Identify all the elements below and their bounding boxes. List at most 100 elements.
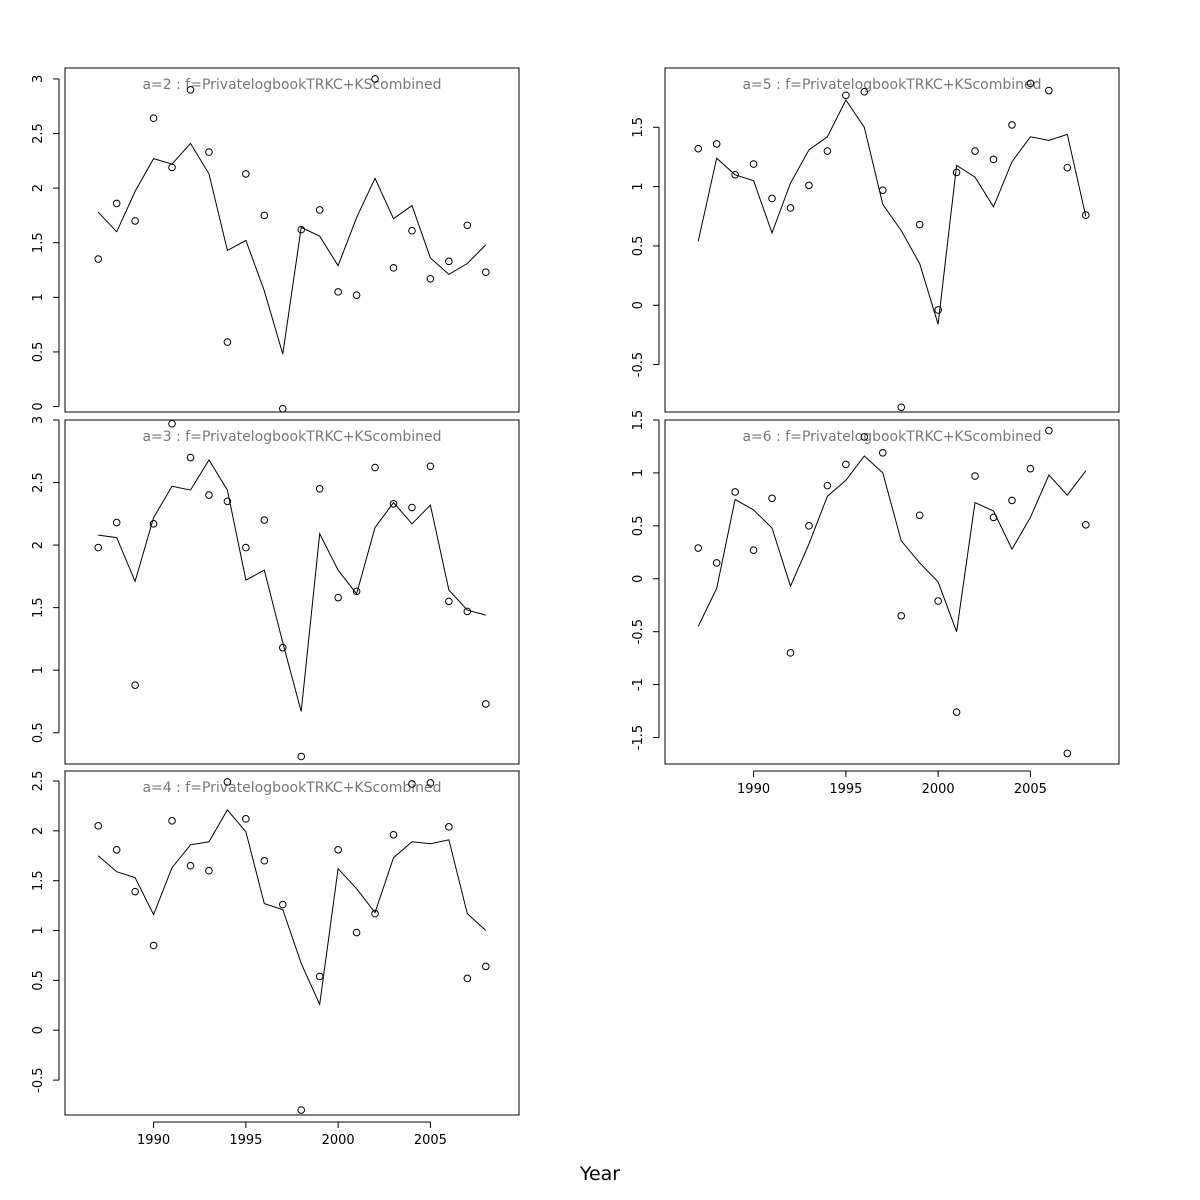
data-point xyxy=(463,221,472,230)
data-point xyxy=(426,462,435,471)
data-point xyxy=(334,845,342,854)
data-point xyxy=(260,211,269,220)
data-point xyxy=(205,148,213,156)
y-tick-label: 0.5 xyxy=(631,236,646,257)
y-tick-label: -1.5 xyxy=(631,725,646,750)
data-point xyxy=(205,491,213,499)
series-line xyxy=(98,459,486,712)
panel-3: a=4 : f=PrivatelogbookTRKC+KScombined -0.… xyxy=(31,770,520,1148)
y-tick-label: -0.5 xyxy=(631,619,646,644)
y-tick-label: 3 xyxy=(31,75,46,83)
data-point xyxy=(260,856,269,865)
data-point xyxy=(408,503,416,512)
x-tick-label: 1995 xyxy=(829,782,862,797)
data-point xyxy=(168,817,176,825)
data-point xyxy=(1008,496,1016,505)
data-point xyxy=(842,91,850,100)
data-point xyxy=(823,147,832,155)
series-line xyxy=(97,809,487,1007)
x-tick-label: 2000 xyxy=(922,782,955,797)
data-point xyxy=(149,520,158,528)
series-line xyxy=(97,142,487,355)
data-point xyxy=(149,941,158,950)
data-point xyxy=(278,643,287,652)
data-point xyxy=(297,225,306,234)
y-tick-label: 2.5 xyxy=(31,123,46,144)
data-point xyxy=(731,488,739,496)
data-point xyxy=(426,779,435,787)
data-point xyxy=(389,264,398,272)
data-point xyxy=(131,681,139,689)
y-tick-label: 0.5 xyxy=(31,722,46,743)
y-tick-label: 0.5 xyxy=(631,516,646,537)
data-point xyxy=(897,612,906,620)
data-point xyxy=(112,199,121,208)
data-point xyxy=(371,909,379,918)
y-tick-label: 2 xyxy=(31,827,46,835)
data-point xyxy=(712,559,721,567)
x-tick-label: 2005 xyxy=(1014,782,1047,797)
data-point xyxy=(94,822,103,830)
data-point xyxy=(260,516,269,524)
y-tick-label: 2 xyxy=(31,541,46,549)
y-tick-label: 1 xyxy=(631,182,646,190)
x-tick-label: 1990 xyxy=(737,782,770,797)
data-point xyxy=(915,220,924,229)
data-point xyxy=(481,962,490,971)
data-point xyxy=(1045,426,1053,435)
data-point xyxy=(278,900,287,909)
y-tick-label: 1 xyxy=(31,293,46,301)
y-tick-label: 2.5 xyxy=(31,472,46,493)
data-point xyxy=(952,168,961,177)
data-point xyxy=(352,928,361,937)
data-point xyxy=(989,513,998,522)
data-point xyxy=(463,974,472,983)
data-point xyxy=(749,546,758,554)
data-point xyxy=(315,206,324,214)
data-point xyxy=(1063,749,1072,758)
data-point xyxy=(1081,211,1090,219)
data-point xyxy=(1026,464,1035,473)
data-point xyxy=(223,497,232,506)
y-tick-label: 2 xyxy=(31,184,46,192)
y-tick-label: -0.5 xyxy=(31,1067,46,1092)
data-point xyxy=(242,815,250,823)
data-point xyxy=(242,170,250,178)
data-point xyxy=(694,144,703,153)
data-point xyxy=(768,194,776,203)
y-tick-label: 0.5 xyxy=(31,970,46,991)
data-point xyxy=(445,823,453,831)
data-point xyxy=(694,544,703,552)
panel-5: a=6 : f=PrivatelogbookTRKC+KScombined -1.… xyxy=(631,410,1120,797)
data-point xyxy=(1063,163,1072,172)
data-point xyxy=(934,306,942,314)
data-point xyxy=(371,75,379,83)
data-point xyxy=(712,140,721,148)
data-point xyxy=(168,419,176,428)
data-point xyxy=(481,700,490,708)
data-point xyxy=(971,147,979,155)
y-tick-label: 1 xyxy=(31,666,46,674)
panels-group: a=2 : f=PrivatelogbookTRKC+KScombined 0 0.… xyxy=(31,67,1120,1148)
data-point xyxy=(297,752,306,761)
data-point xyxy=(805,522,813,530)
plot-frame xyxy=(64,67,520,413)
plot-frame xyxy=(64,770,520,1116)
data-point xyxy=(112,845,121,854)
data-point xyxy=(952,708,961,716)
data-point xyxy=(352,587,361,596)
y-tick-label: 0 xyxy=(31,402,46,410)
data-point xyxy=(149,114,158,123)
data-point xyxy=(426,274,435,283)
panel-title: a=6 : f=PrivatelogbookTRKC+KScombined xyxy=(742,429,1041,445)
y-tick-label: 0.5 xyxy=(31,342,46,363)
data-point xyxy=(915,511,924,520)
plot-frame xyxy=(64,419,520,765)
x-tick-label: 1995 xyxy=(229,1133,262,1148)
data-point xyxy=(786,204,795,212)
data-point xyxy=(768,494,776,503)
data-point xyxy=(878,186,887,194)
data-point xyxy=(352,291,361,299)
y-tick-label: 1.5 xyxy=(631,117,646,138)
